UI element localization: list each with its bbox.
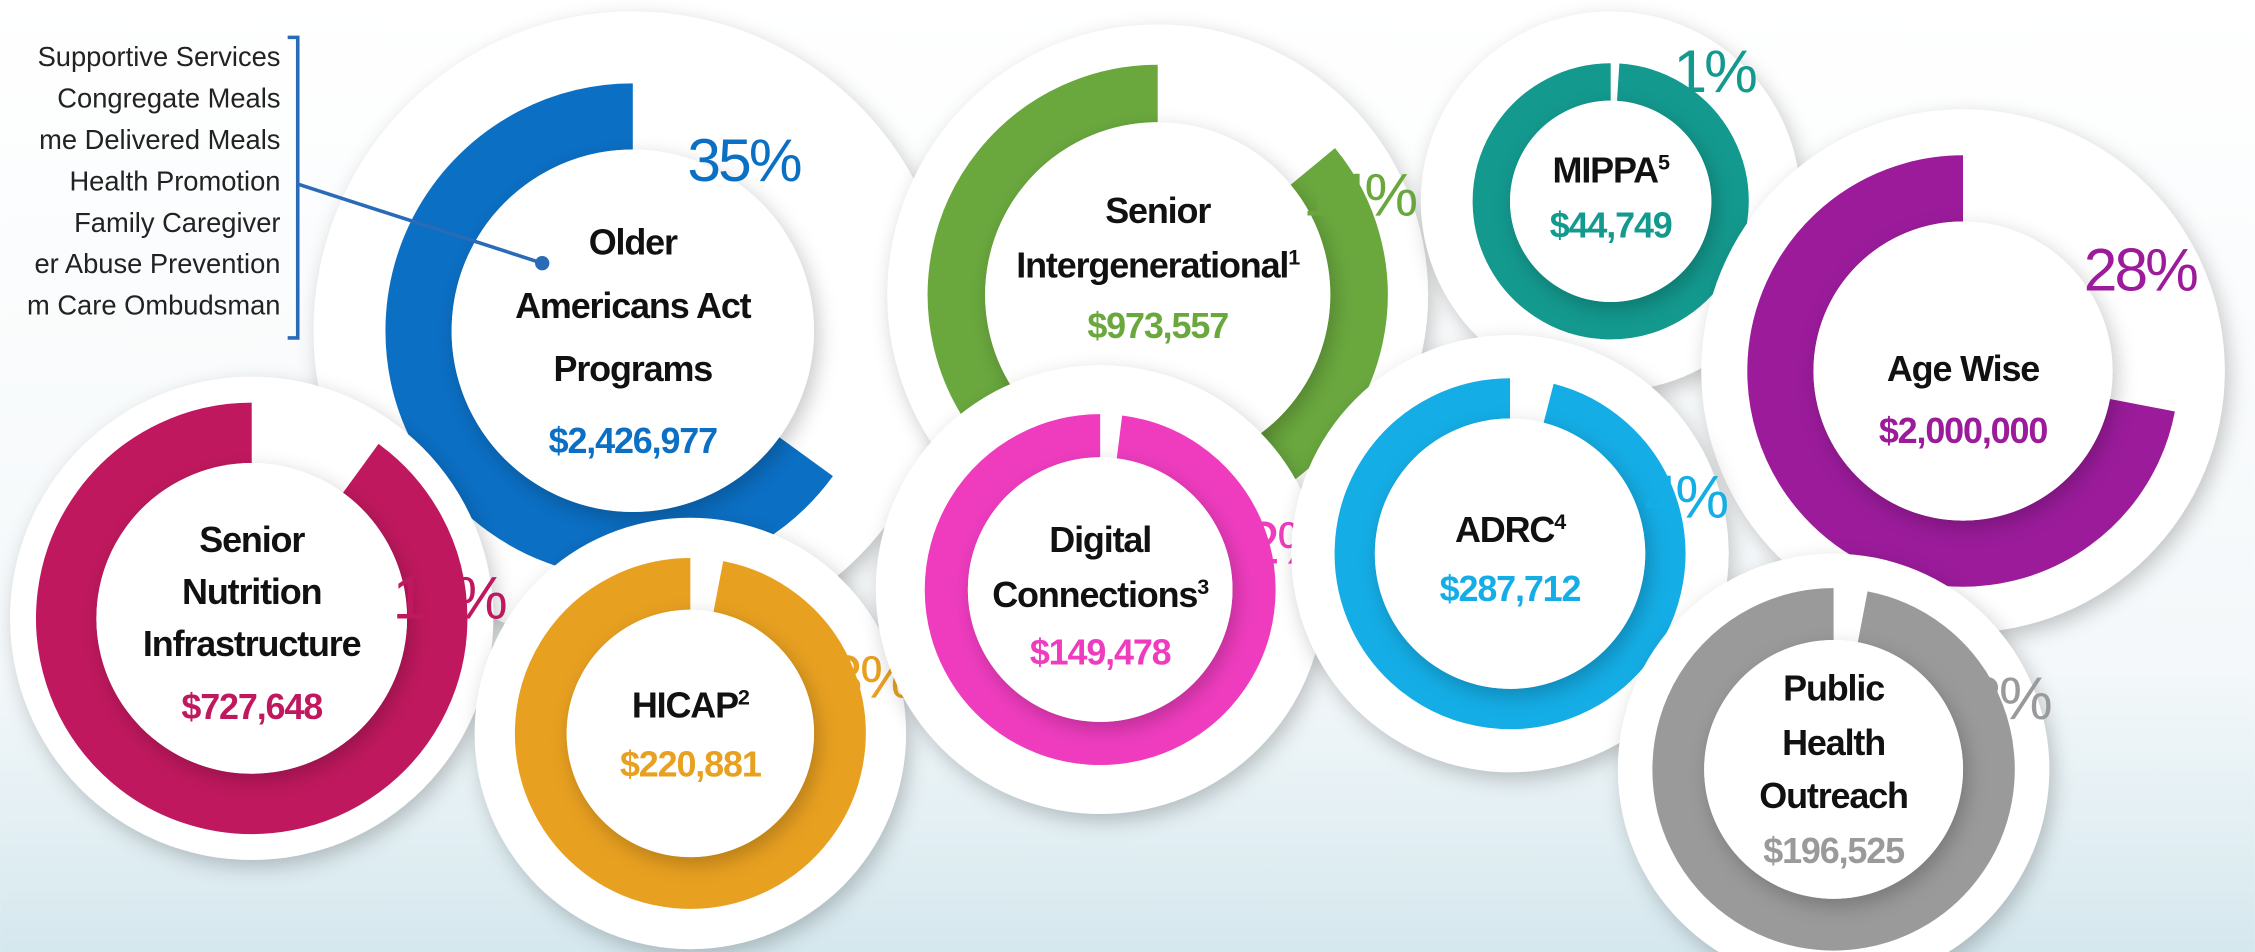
program-name: Senior (1105, 190, 1211, 231)
donut-inner (566, 609, 815, 858)
name-line: Americans Act (515, 285, 752, 326)
program-name: Intergenerational1 (1016, 245, 1300, 286)
program-amount: $727,648 (181, 686, 322, 727)
program-name: Senior (199, 519, 305, 560)
donut: Age Wise $2,000,000 28% (1701, 109, 2225, 633)
donut-inner (967, 457, 1233, 722)
program-item: Supportive Services (38, 41, 281, 72)
name-line: ADRC (1455, 509, 1554, 550)
program-name: HICAP2 (632, 685, 750, 726)
name-line: HICAP (632, 685, 738, 726)
program-item: er Abuse Prevention (34, 248, 280, 279)
connector (297, 182, 543, 265)
percent-label: 1% (1673, 37, 1756, 105)
percent-label: 28% (2084, 235, 2197, 303)
program-name: Public (1783, 667, 1884, 708)
name-line: Older (589, 222, 678, 263)
program-item: m Care Ombudsman (27, 290, 280, 321)
percent-label: 4% (1645, 463, 1728, 531)
program-name: Americans Act (515, 285, 752, 326)
name-line: Nutrition (182, 571, 321, 612)
footnote-mark: 5 (1658, 150, 1670, 175)
program-name: Programs (554, 348, 713, 389)
donut: Public Health Outreach $196,525 3% (1617, 553, 2054, 952)
program-amount: $2,426,977 (549, 420, 718, 461)
bracket (287, 35, 300, 340)
program-amount: $220,881 (620, 744, 761, 785)
program-name: Digital (1049, 519, 1151, 560)
donut-ring (1747, 155, 2175, 587)
donut-inner (96, 463, 408, 774)
name-line: Infrastructure (143, 623, 361, 664)
footnote-mark: 4 (1554, 509, 1566, 534)
program-name: MIPPA5 (1553, 150, 1670, 191)
donut-ring (36, 402, 468, 835)
program-item: Congregate Meals (57, 83, 280, 114)
program-name: Connections3 (992, 574, 1209, 615)
program-item: Health Promotion (69, 165, 280, 196)
donut-ring (1652, 588, 2015, 951)
name-line: Programs (554, 348, 713, 389)
program-name: Outreach (1759, 775, 1908, 816)
name-line: Connections (992, 574, 1197, 615)
program-name: Age Wise (1887, 348, 2039, 389)
percent-label: 35% (687, 126, 800, 194)
percent-label: 14% (1303, 161, 1416, 229)
name-line: Health (1782, 722, 1885, 763)
program-name: ADRC4 (1455, 509, 1566, 550)
footnote-mark: 2 (738, 685, 750, 710)
donut-inner (1510, 100, 1712, 302)
program-item: Family Caregiver (74, 207, 280, 238)
program-amount: $196,525 (1763, 830, 1904, 871)
donut-ring (514, 557, 866, 909)
donut-inner (1704, 639, 1964, 899)
connector-dot (535, 255, 550, 271)
program-name: Health (1782, 722, 1885, 763)
donut-inner (1374, 418, 1646, 689)
donut: Senior Nutrition Infrastructure $727,648 10% (10, 376, 509, 860)
footnote-mark: 1 (1288, 245, 1300, 270)
program-amount: $44,749 (1550, 204, 1672, 245)
name-line: Age Wise (1887, 348, 2039, 389)
name-line: Senior (1105, 190, 1211, 231)
program-name: Nutrition (182, 571, 321, 612)
program-amount: $287,712 (1440, 568, 1581, 609)
name-line: Digital (1049, 519, 1151, 560)
program-amount: $973,557 (1087, 305, 1228, 346)
name-line: Outreach (1759, 775, 1908, 816)
program-name: Older (589, 222, 678, 263)
donut: MIPPA5 $44,749 1% (1420, 11, 1801, 392)
name-line: Intergenerational (1016, 245, 1288, 286)
donut: ADRC4 $287,712 4% (1291, 335, 1730, 773)
donuts: Older Americans Act Programs $2,426,977 35% S… (10, 11, 2225, 952)
program-list: Supportive Services Congregate Meals me De… (27, 35, 550, 340)
donut-ring (924, 414, 1276, 766)
footnote-mark: 3 (1197, 574, 1209, 599)
program-name: Infrastructure (143, 623, 361, 664)
program-amount: $149,478 (1030, 631, 1171, 672)
name-line: MIPPA (1553, 150, 1659, 191)
donut-inner (451, 149, 815, 512)
program-amount: $2,000,000 (1879, 410, 2048, 451)
percent-label: 3% (1968, 664, 2051, 732)
donut-ring (1334, 378, 1686, 730)
percent-label: 10% (393, 563, 506, 631)
program-item: me Delivered Meals (39, 124, 280, 155)
name-line: Senior (199, 519, 305, 560)
donut-inner (1813, 221, 2113, 521)
donut-ring (1472, 63, 1749, 340)
name-line: Public (1783, 667, 1884, 708)
